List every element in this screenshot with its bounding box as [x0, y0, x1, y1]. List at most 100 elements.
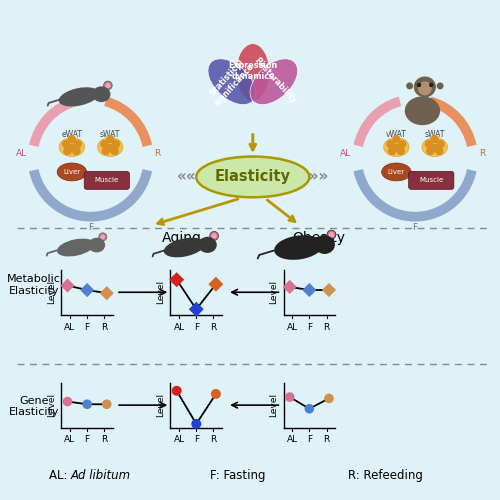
Circle shape	[398, 148, 404, 154]
Point	[192, 306, 200, 314]
Text: F: F	[307, 322, 312, 332]
Ellipse shape	[212, 233, 217, 238]
Ellipse shape	[422, 138, 448, 156]
Text: Obesity: Obesity	[292, 230, 346, 244]
Text: AL: AL	[16, 148, 26, 158]
Circle shape	[107, 136, 114, 142]
Ellipse shape	[329, 232, 334, 237]
Point	[103, 400, 111, 408]
FancyBboxPatch shape	[408, 172, 454, 190]
Point	[306, 404, 314, 412]
Ellipse shape	[59, 138, 84, 156]
Circle shape	[436, 148, 442, 154]
Ellipse shape	[404, 96, 440, 125]
Ellipse shape	[100, 234, 105, 240]
Circle shape	[68, 136, 75, 142]
Text: Liver: Liver	[64, 169, 80, 175]
Text: Level: Level	[269, 393, 278, 417]
Text: AL: AL	[174, 436, 184, 444]
Ellipse shape	[384, 138, 409, 156]
Text: eWAT: eWAT	[62, 130, 82, 138]
Circle shape	[387, 140, 394, 147]
Point	[103, 289, 111, 297]
Text: R: R	[210, 436, 216, 444]
Text: F: F	[194, 322, 199, 332]
Circle shape	[427, 148, 434, 154]
Circle shape	[102, 148, 110, 154]
Ellipse shape	[164, 238, 205, 258]
Ellipse shape	[98, 138, 123, 156]
Text: »»»: »»»	[300, 170, 329, 184]
Text: AL: AL	[174, 322, 184, 332]
Point	[286, 283, 294, 291]
Ellipse shape	[418, 82, 432, 96]
Point	[212, 390, 220, 398]
Point	[306, 286, 314, 294]
Point	[64, 398, 72, 406]
Text: AL: AL	[340, 148, 351, 158]
Point	[172, 276, 180, 283]
Circle shape	[432, 136, 438, 142]
Text: AL: AL	[64, 436, 76, 444]
Text: F: F	[88, 222, 93, 232]
Text: R: R	[101, 322, 107, 332]
Text: Expression
dynamics: Expression dynamics	[228, 62, 278, 81]
Circle shape	[112, 140, 119, 147]
Text: F: F	[84, 436, 89, 444]
Point	[64, 282, 72, 290]
Text: AL:: AL:	[48, 469, 71, 482]
Text: F: F	[412, 222, 418, 232]
Ellipse shape	[196, 156, 310, 198]
Circle shape	[68, 144, 75, 152]
Text: Level: Level	[269, 280, 278, 304]
Ellipse shape	[327, 230, 336, 239]
Text: F: F	[194, 436, 199, 444]
Text: F: F	[84, 322, 89, 332]
Text: R: R	[479, 148, 485, 158]
Circle shape	[64, 148, 71, 154]
Text: R: R	[154, 148, 160, 158]
Text: sWAT: sWAT	[424, 130, 445, 138]
Ellipse shape	[88, 238, 105, 252]
Text: Level: Level	[156, 280, 165, 304]
Text: AL: AL	[286, 322, 298, 332]
Text: «««: «««	[176, 170, 206, 184]
Text: Muscle: Muscle	[94, 177, 119, 183]
Ellipse shape	[106, 83, 110, 88]
Text: Restorability: Restorability	[252, 56, 298, 106]
Ellipse shape	[208, 59, 256, 104]
Circle shape	[62, 140, 70, 147]
Text: Statistical
significance: Statistical significance	[206, 54, 256, 108]
Ellipse shape	[406, 82, 413, 89]
Text: F: F	[307, 436, 312, 444]
Circle shape	[432, 144, 438, 152]
Circle shape	[73, 148, 80, 154]
Ellipse shape	[58, 88, 99, 106]
Ellipse shape	[98, 233, 107, 241]
Text: sWAT: sWAT	[100, 130, 120, 138]
Circle shape	[437, 140, 444, 147]
Ellipse shape	[314, 235, 335, 254]
Circle shape	[393, 144, 400, 152]
Ellipse shape	[210, 232, 218, 240]
Point	[83, 400, 91, 408]
Text: AL: AL	[64, 322, 76, 332]
Text: Level: Level	[47, 393, 56, 417]
Circle shape	[101, 140, 108, 147]
Circle shape	[399, 140, 406, 147]
Point	[325, 286, 333, 294]
Circle shape	[418, 84, 420, 86]
Text: Elasticity: Elasticity	[215, 170, 291, 184]
Text: Metabolic
Elasticity: Metabolic Elasticity	[7, 274, 61, 295]
Ellipse shape	[250, 59, 298, 104]
Circle shape	[426, 140, 432, 147]
Text: Level: Level	[47, 280, 56, 304]
Text: R: R	[324, 436, 330, 444]
Point	[286, 393, 294, 401]
Circle shape	[111, 148, 118, 154]
FancyBboxPatch shape	[84, 172, 130, 190]
Text: R: R	[210, 322, 216, 332]
Ellipse shape	[274, 235, 323, 260]
Ellipse shape	[57, 238, 94, 256]
Ellipse shape	[414, 76, 436, 98]
